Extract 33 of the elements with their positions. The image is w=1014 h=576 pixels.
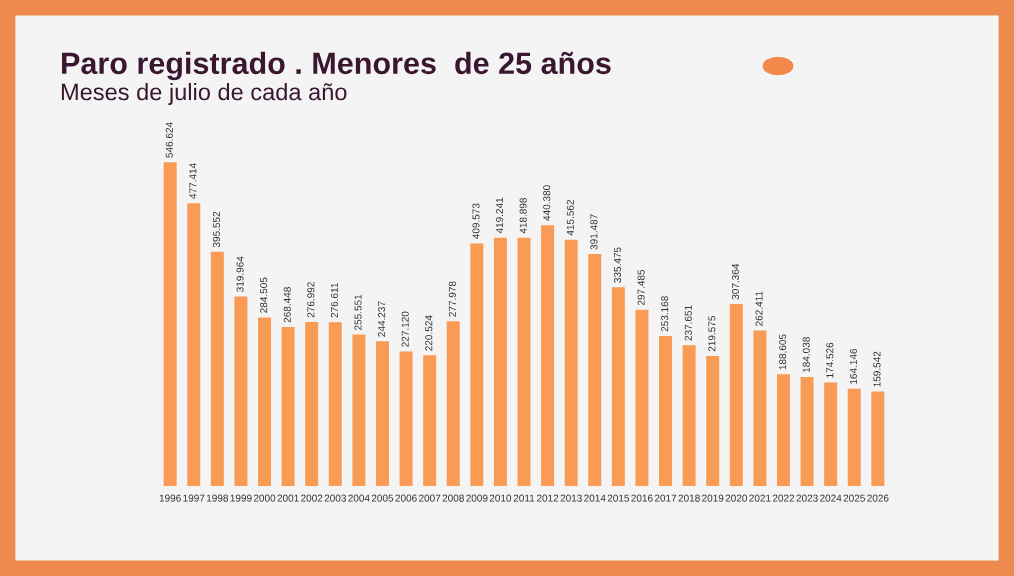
bar xyxy=(258,317,271,486)
bar xyxy=(352,334,366,486)
bar xyxy=(824,382,838,486)
bar xyxy=(281,326,295,486)
bar xyxy=(328,322,342,486)
bar xyxy=(588,254,602,486)
bar xyxy=(706,355,720,486)
bar xyxy=(399,351,413,486)
bar xyxy=(163,162,177,486)
bar xyxy=(446,321,460,486)
bar xyxy=(682,345,696,486)
bar xyxy=(423,355,437,486)
bar xyxy=(541,225,555,486)
bar xyxy=(847,388,861,486)
bar xyxy=(729,303,743,486)
bar xyxy=(777,374,790,486)
bar xyxy=(470,243,484,486)
bar xyxy=(517,237,531,486)
bar xyxy=(564,239,578,486)
bar xyxy=(493,237,507,486)
bar xyxy=(635,309,649,486)
bar xyxy=(871,391,885,486)
bar xyxy=(611,287,625,486)
chart-title: Paro registrado . Menores de 25 años xyxy=(62,51,611,81)
chart-subtitle: Meses de julio de cada año xyxy=(61,83,347,106)
bar xyxy=(800,376,814,486)
bar xyxy=(234,296,248,486)
bar xyxy=(659,336,673,486)
bar xyxy=(187,203,201,486)
bar xyxy=(210,251,224,486)
bar xyxy=(305,321,319,486)
bar xyxy=(753,330,767,486)
bar xyxy=(375,341,389,486)
